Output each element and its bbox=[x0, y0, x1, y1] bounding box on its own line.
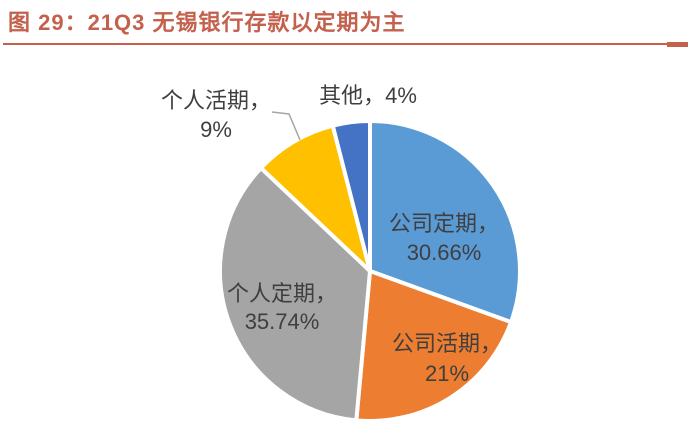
pie-slice-personal-time-deposit bbox=[218, 166, 372, 423]
figure-header: 图 29：21Q3 无锡银行存款以定期为主 bbox=[0, 0, 688, 50]
pie-slice-other bbox=[330, 119, 372, 273]
title-rule-end-cap bbox=[667, 42, 688, 47]
pie-slice-company-demand-deposit bbox=[354, 269, 513, 423]
pie-label-company-time-deposit: 公司定期， 30.66% bbox=[389, 211, 499, 265]
pie-slice-company-time-deposit bbox=[368, 119, 522, 325]
pie-label-personal-time-deposit: 个人定期， 35.74% bbox=[227, 281, 337, 334]
title-rule bbox=[3, 43, 688, 45]
pie-label-personal-demand-deposit: 个人活期， 9% bbox=[161, 88, 271, 142]
pie-label-other: 其他，4% bbox=[319, 83, 417, 108]
label-leader-line-personal-demand-deposit bbox=[271, 111, 301, 141]
figure-title: 图 29：21Q3 无锡银行存款以定期为主 bbox=[8, 10, 406, 35]
pie-label-company-demand-deposit: 公司活期， 21% bbox=[392, 331, 502, 386]
